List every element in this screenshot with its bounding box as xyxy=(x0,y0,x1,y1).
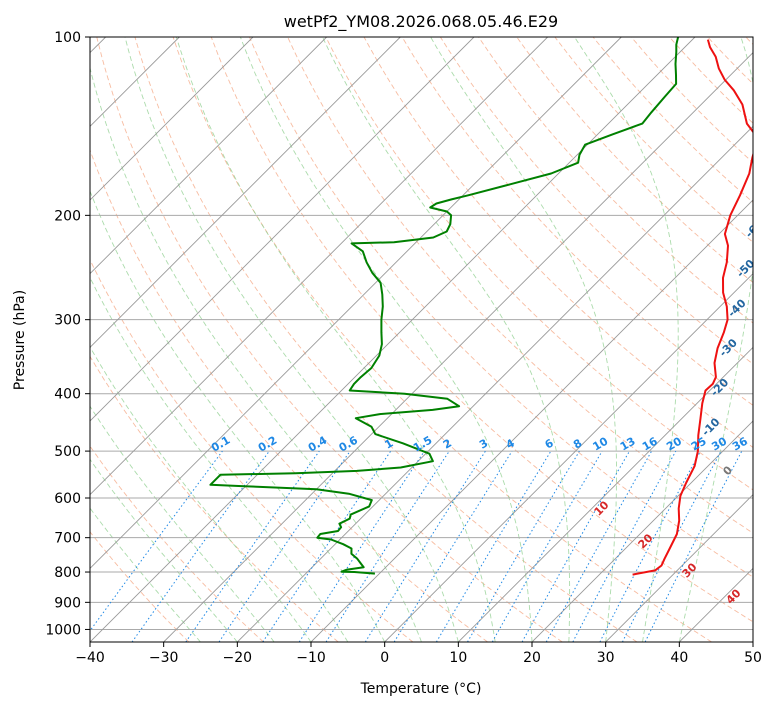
mixing-ratio-line xyxy=(326,451,449,642)
dry-adiabat xyxy=(0,37,189,642)
x-tick-label: 30 xyxy=(597,650,615,666)
y-tick-label: 400 xyxy=(54,387,81,403)
moist-adiabat xyxy=(176,37,495,642)
dry-adiabat xyxy=(555,37,775,642)
moist-adiabat xyxy=(679,37,760,642)
mixing-ratio-line xyxy=(263,451,391,642)
isotherm-line xyxy=(311,37,775,642)
mixing-ratio-label: 2 xyxy=(441,437,454,452)
dry-adiabat-label: 20 xyxy=(636,531,656,551)
mixing-ratio-label: 4 xyxy=(504,436,517,451)
dry-adiabat-label: -10 xyxy=(699,415,722,438)
y-tick-label: 100 xyxy=(54,30,81,46)
plot-area xyxy=(0,37,775,642)
dry-adiabat-label: -80 xyxy=(760,138,775,161)
isotherm-line xyxy=(385,37,775,642)
x-axis: −40 −30 −20 −10 0 10 20 30 40 50 xyxy=(75,642,762,666)
moist-adiabat xyxy=(0,166,274,642)
y-tick-label: 200 xyxy=(54,208,81,224)
dry-adiabat xyxy=(326,37,775,642)
dry-adiabat-label: 40 xyxy=(723,586,743,606)
moist-adiabat xyxy=(31,114,348,642)
chart-title: wetPf2_YM08.2026.068.05.46.E29 xyxy=(284,12,558,32)
mixing-ratio-label: 6 xyxy=(543,436,556,451)
dry-adiabat xyxy=(288,37,775,642)
mixing-ratio-line xyxy=(82,451,223,642)
moist-adiabat xyxy=(323,37,570,642)
isotherm-line xyxy=(753,37,775,642)
dry-adiabat-label: -70 xyxy=(751,178,774,201)
mixing-ratio-line xyxy=(600,451,701,642)
dry-adiabat xyxy=(59,37,488,642)
mixing-ratio-label: 1 xyxy=(382,437,395,452)
moist-adiabat xyxy=(575,37,679,642)
isotherm-line xyxy=(0,37,327,642)
isotherm-line xyxy=(0,37,548,642)
y-tick-label: 800 xyxy=(54,565,81,581)
dry-adiabat-label: 30 xyxy=(680,560,700,580)
mixing-ratio-line xyxy=(468,451,580,642)
dry-adiabat-label: 10 xyxy=(591,498,611,518)
isotherm-line xyxy=(90,37,695,642)
y-tick-label: 1000 xyxy=(45,622,81,638)
dewpoint-profile xyxy=(210,37,678,574)
y-tick-label: 700 xyxy=(54,531,81,547)
isotherm-line xyxy=(16,37,621,642)
mixing-ratio-line xyxy=(299,451,424,642)
x-tick-label: 20 xyxy=(523,650,541,666)
x-axis-title: Temperature (°C) xyxy=(360,681,482,697)
dry-adiabat xyxy=(0,37,338,642)
dry-adiabat-label: -90 xyxy=(769,98,775,121)
y-axis-title: Pressure (hPa) xyxy=(12,290,28,390)
moist-adiabat xyxy=(125,37,458,642)
x-tick-label: −10 xyxy=(296,650,326,666)
dry-adiabat xyxy=(364,37,775,642)
mixing-ratio-line xyxy=(573,451,676,642)
moist-adiabat xyxy=(0,181,237,642)
dry-adiabat-label: -40 xyxy=(725,296,748,319)
x-tick-label: 50 xyxy=(744,650,762,666)
moist-adiabat xyxy=(59,94,384,642)
x-tick-label: −40 xyxy=(75,650,105,666)
dry-adiabat xyxy=(517,37,775,642)
moist-adiabat xyxy=(8,141,311,642)
y-tick-label: 300 xyxy=(54,313,81,329)
isotherm-line xyxy=(0,37,400,642)
dry-adiabat-label: -60 xyxy=(743,217,766,240)
x-tick-label: −30 xyxy=(149,650,179,666)
y-tick-label: 600 xyxy=(54,491,81,507)
y-axis: 100 200 300 400 500 600 700 800 900 1000 xyxy=(45,30,90,638)
y-tick-label: 900 xyxy=(54,595,81,611)
x-tick-label: 10 xyxy=(449,650,467,666)
mixing-ratio-line xyxy=(436,451,551,642)
moist-adiabat xyxy=(88,62,421,643)
x-tick-label: 0 xyxy=(380,650,389,666)
dry-adiabat xyxy=(593,37,775,642)
mixing-ratio-line xyxy=(365,451,485,642)
dry-adiabat xyxy=(670,37,775,642)
dry-adiabat xyxy=(708,37,775,642)
dry-adiabat xyxy=(440,37,775,642)
x-tick-label: 40 xyxy=(670,650,688,666)
overlay-labels: 0.10.20.40.611.52346810131620253036-100-… xyxy=(209,56,775,607)
dry-adiabat-label: -20 xyxy=(708,376,731,399)
plot-frame xyxy=(90,37,753,642)
dry-adiabat xyxy=(20,37,413,642)
isotherm-line xyxy=(0,37,474,642)
dry-adiabat-label: -50 xyxy=(734,257,757,280)
isotherm-line xyxy=(237,37,775,642)
y-tick-label: 500 xyxy=(54,444,81,460)
x-tick-label: −20 xyxy=(223,650,253,666)
isotherm-line xyxy=(0,37,253,642)
mixing-ratio-line xyxy=(219,451,350,642)
dry-adiabat xyxy=(0,37,264,642)
